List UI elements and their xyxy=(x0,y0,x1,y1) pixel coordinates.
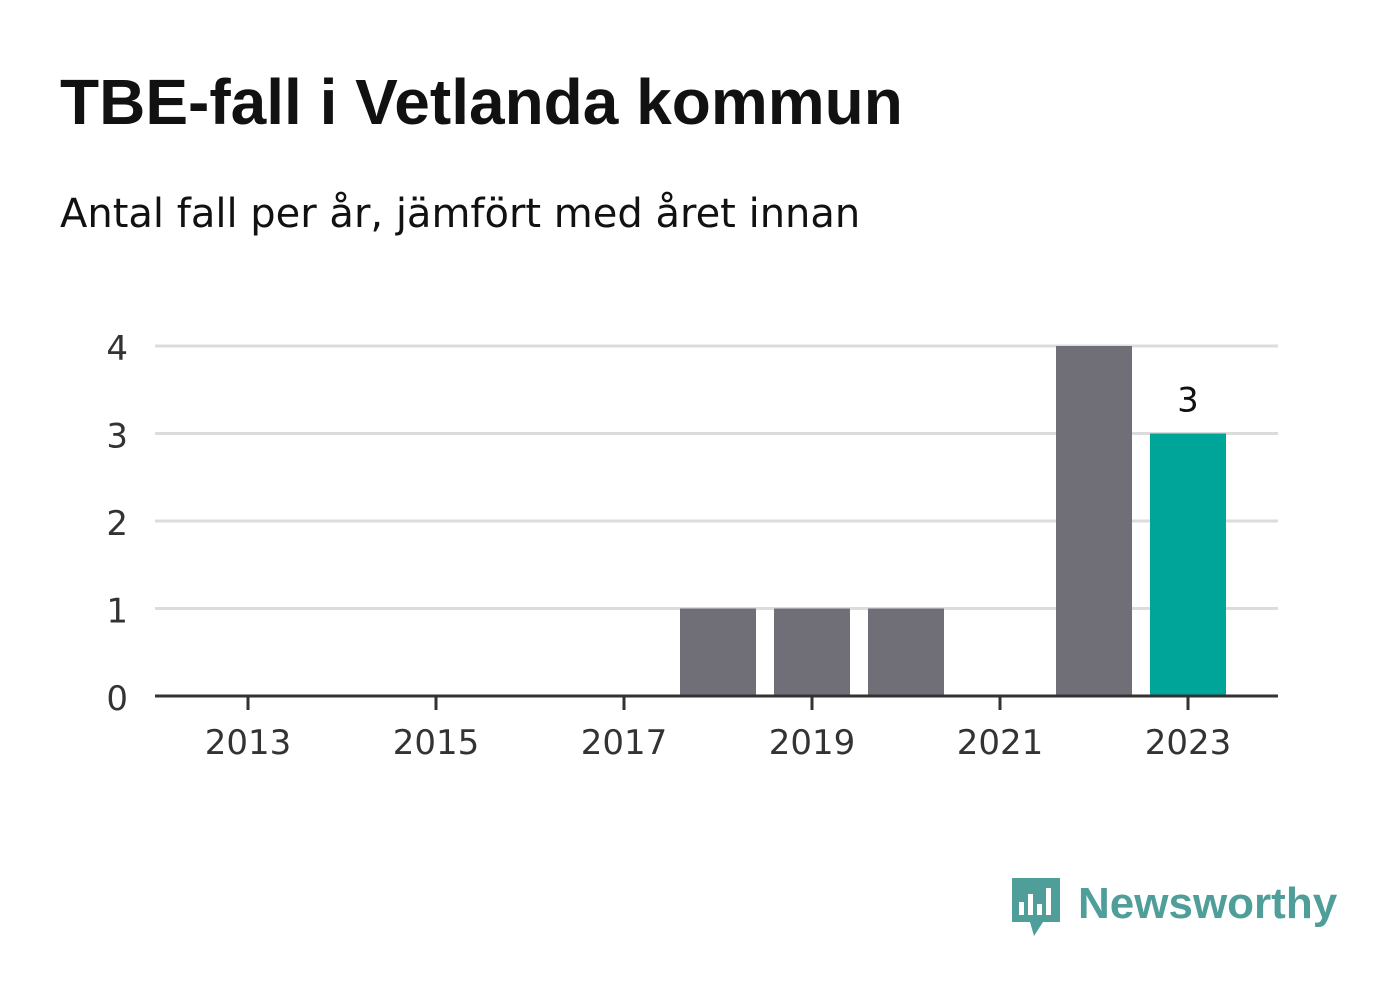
y-tick-label: 4 xyxy=(106,329,128,369)
bar xyxy=(868,608,944,696)
newsworthy-logo-icon xyxy=(1012,878,1060,936)
y-tick-label: 3 xyxy=(106,417,128,457)
brand-name: Newsworthy xyxy=(1078,879,1338,928)
labels: 0 1 2 3 4 2013 2015 2017 2019 2021 2023 3 xyxy=(106,329,1231,763)
x-tick-label: 2023 xyxy=(1145,723,1232,763)
bar xyxy=(1056,346,1132,696)
x-tick-label: 2013 xyxy=(205,723,292,763)
x-tick-label: 2017 xyxy=(581,723,668,763)
x-tick-label: 2019 xyxy=(769,723,856,763)
y-tick-label: 1 xyxy=(106,592,128,632)
data-label: 3 xyxy=(1177,381,1199,421)
x-tick-label: 2015 xyxy=(393,723,480,763)
axes xyxy=(155,694,1278,710)
bar-highlight xyxy=(1150,433,1226,696)
chart-subtitle: Antal fall per år, jämfört med året inna… xyxy=(60,191,861,237)
y-tick-label: 2 xyxy=(106,504,128,544)
bars xyxy=(680,346,1226,696)
newsworthy-brand: Newsworthy xyxy=(1010,878,1337,942)
x-tick-label: 2021 xyxy=(957,723,1044,763)
bar xyxy=(774,608,850,696)
chart-title: TBE-fall i Vetlanda kommun xyxy=(60,66,903,138)
y-tick-label: 0 xyxy=(106,679,128,719)
bar xyxy=(680,608,756,696)
